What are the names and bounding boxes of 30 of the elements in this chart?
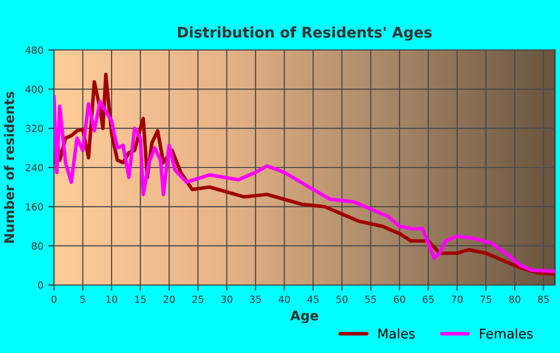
x-tick-label: 5 [80,296,86,303]
y-tick-label: 0 [38,281,43,289]
x-tick-label: 70 [452,296,463,303]
x-axis-title: Age [290,310,318,324]
x-tick-label: 50 [336,296,348,303]
x-tick-label: 15 [135,296,146,303]
x-tick-label: 10 [106,296,118,303]
y-tick-label: 480 [26,46,43,54]
y-tick-label: 80 [32,242,43,250]
y-tick-label: 320 [26,124,43,132]
chart-title: Distribution of Residents' Ages [178,26,432,41]
x-tick-label: 60 [394,296,406,303]
x-tick-label: 75 [480,296,492,303]
x-tick-label: 20 [164,296,175,303]
y-tick-label: 160 [26,203,43,210]
y-tick-label: 240 [26,164,43,172]
y-axis-title: Number of residents [4,92,14,243]
x-tick-label: 0 [52,296,56,303]
x-tick-label: 80 [509,296,520,303]
x-tick-label: 25 [192,296,204,303]
x-tick-label: 35 [250,296,261,303]
x-tick-label: 55 [365,296,376,303]
x-tick-label: 65 [422,296,434,303]
legend-label: Males [378,328,415,339]
x-tick-label: 85 [538,296,549,303]
y-tick-label: 400 [26,86,43,93]
x-tick-label: 45 [307,296,318,303]
x-tick-label: 40 [278,296,290,303]
legend-label: Females [480,328,533,339]
x-tick-label: 30 [221,296,232,303]
